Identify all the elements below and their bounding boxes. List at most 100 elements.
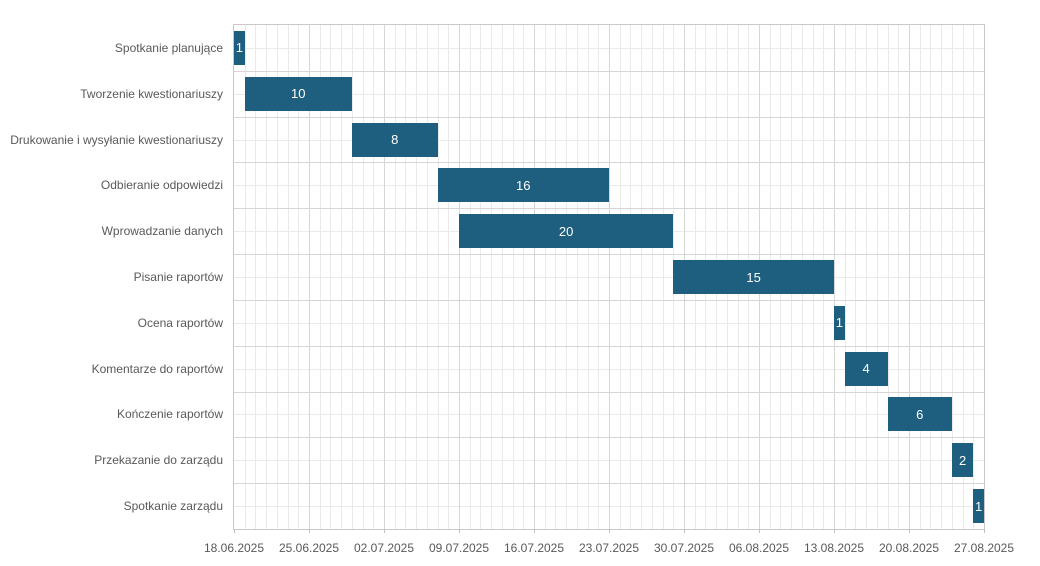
x-axis-tick [609, 529, 610, 533]
x-axis-tick [834, 529, 835, 533]
gridline-vertical-minor [651, 25, 653, 529]
gridline-vertical-minor [641, 25, 643, 529]
gridline-vertical-minor [919, 25, 921, 529]
category-label: Kończenie raportów [116, 407, 223, 422]
gridline-vertical-minor [598, 25, 600, 529]
gridline-horizontal-minor [234, 139, 984, 141]
gridline-horizontal-major [234, 208, 984, 210]
gantt-bar: 1 [234, 30, 245, 65]
gridline-vertical-minor [448, 25, 450, 529]
date-tick-label: 13.08.2025 [803, 541, 865, 555]
category-label: Spotkanie zarządu [123, 499, 223, 514]
x-axis-tick [384, 529, 385, 533]
date-tick-label: 30.07.2025 [653, 541, 715, 555]
category-label: Komentarze do raportów [91, 361, 223, 376]
gantt-bar: 4 [844, 351, 888, 386]
gantt-bar: 1 [834, 305, 845, 340]
date-tick-label: 23.07.2025 [578, 541, 640, 555]
bar-duration-label: 10 [291, 86, 306, 102]
bar-duration-label: 1 [235, 40, 243, 56]
gridline-vertical-minor [351, 25, 353, 529]
gantt-bar: 10 [244, 76, 352, 111]
gantt-bar: 16 [437, 168, 609, 203]
category-label: Tworzenie kwestionariuszy [80, 86, 223, 101]
gridline-horizontal-minor [234, 506, 984, 508]
gridline-horizontal-major [234, 437, 984, 439]
gridline-horizontal-major [234, 391, 984, 393]
x-axis-tick [309, 529, 310, 533]
gridline-horizontal-minor [234, 414, 984, 416]
gridline-vertical-minor [512, 25, 514, 529]
bar-duration-label: 2 [958, 452, 967, 468]
gridline-vertical-minor [480, 25, 482, 529]
gridline-vertical-major [909, 25, 910, 529]
gridline-horizontal-major [234, 345, 984, 347]
gridline-vertical-minor [866, 25, 868, 529]
gridline-vertical-major [384, 25, 385, 529]
x-axis-tick [459, 529, 460, 533]
gantt-bar: 6 [887, 397, 952, 432]
gridline-horizontal-minor [234, 185, 984, 187]
gridline-vertical-major [459, 25, 460, 529]
gridline-vertical-minor [469, 25, 471, 529]
gridline-vertical-minor [362, 25, 364, 529]
gridline-vertical-minor [405, 25, 407, 529]
date-tick-label: 09.07.2025 [428, 541, 490, 555]
x-axis-tick [984, 529, 985, 533]
gridline-vertical-minor [662, 25, 664, 529]
gridline-vertical-minor [394, 25, 396, 529]
bar-duration-label: 1 [835, 315, 843, 331]
x-axis-tick [759, 529, 760, 533]
gridline-horizontal-major [234, 299, 984, 301]
gridline-vertical-minor [630, 25, 632, 529]
gridline-vertical-minor [898, 25, 900, 529]
gridline-horizontal-minor [234, 460, 984, 462]
gridline-vertical-minor [523, 25, 525, 529]
gridline-vertical-minor [619, 25, 621, 529]
category-label: Przekazanie do zarządu [94, 453, 223, 468]
gridline-horizontal-major [234, 254, 984, 256]
gantt-bar: 1 [973, 489, 984, 524]
gridline-vertical-minor [876, 25, 878, 529]
gridline-vertical-minor [491, 25, 493, 529]
gridline-vertical-minor [576, 25, 578, 529]
date-tick-label: 20.08.2025 [878, 541, 940, 555]
gridline-vertical-minor [587, 25, 589, 529]
gridline-horizontal-minor [234, 47, 984, 49]
gridline-horizontal-major [234, 70, 984, 72]
gridline-vertical-major [534, 25, 535, 529]
gridline-vertical-minor [555, 25, 557, 529]
date-tick-label: 27.08.2025 [953, 541, 1015, 555]
gridline-horizontal-minor [234, 322, 984, 324]
bar-duration-label: 4 [862, 361, 870, 377]
gridline-vertical-minor [426, 25, 428, 529]
gridline-vertical-minor [501, 25, 503, 529]
gridline-vertical-minor [373, 25, 375, 529]
gridline-vertical-minor [930, 25, 932, 529]
plot-area: 1 10 8 16 20 15 1 4 6 2 1 [233, 24, 985, 533]
gridline-horizontal-major [234, 162, 984, 164]
gridline-vertical-major [834, 25, 835, 529]
date-tick-label: 18.06.2025 [203, 541, 265, 555]
date-tick-label: 16.07.2025 [503, 541, 565, 555]
gridline-horizontal-minor [234, 277, 984, 278]
gantt-bar: 2 [951, 443, 974, 478]
x-axis-tick [684, 529, 685, 533]
gridline-horizontal-major [234, 483, 984, 485]
bar-duration-label: 16 [516, 177, 531, 193]
bar-duration-label: 20 [558, 223, 574, 239]
gridline-vertical-minor [437, 25, 439, 529]
x-axis-tick [234, 529, 235, 533]
date-tick-label: 02.07.2025 [353, 541, 415, 555]
category-label: Pisanie raportów [133, 269, 223, 284]
category-label: Drukowanie i wysyłanie kwestionariuszy [10, 132, 223, 147]
gridline-vertical-minor [844, 25, 846, 529]
bar-duration-label: 8 [391, 132, 399, 148]
gridline-vertical-minor [416, 25, 418, 529]
date-tick-label: 06.08.2025 [728, 541, 790, 555]
bar-duration-label: 1 [975, 498, 983, 514]
bar-duration-label: 15 [746, 269, 761, 285]
x-axis-tick [909, 529, 910, 533]
category-label: Wprowadzanie danych [101, 224, 223, 239]
gridline-vertical-minor [855, 25, 857, 529]
